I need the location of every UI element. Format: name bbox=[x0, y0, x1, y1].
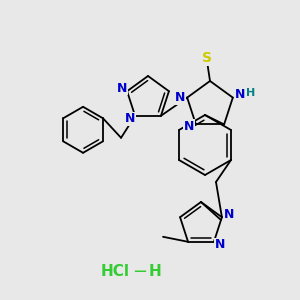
Text: N: N bbox=[117, 82, 127, 95]
Text: H: H bbox=[148, 265, 161, 280]
Text: N: N bbox=[184, 120, 194, 133]
Text: N: N bbox=[125, 112, 135, 125]
Text: N: N bbox=[175, 91, 185, 104]
Text: H: H bbox=[246, 88, 256, 98]
Text: HCl: HCl bbox=[100, 265, 130, 280]
Text: N: N bbox=[224, 208, 234, 221]
Text: −: − bbox=[132, 263, 148, 281]
Text: N: N bbox=[235, 88, 245, 101]
Text: S: S bbox=[202, 51, 212, 65]
Text: N: N bbox=[215, 238, 225, 251]
